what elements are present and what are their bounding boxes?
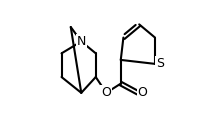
Text: O: O (101, 86, 111, 99)
Text: N: N (77, 35, 86, 48)
Text: S: S (156, 57, 164, 70)
Text: O: O (138, 86, 147, 99)
